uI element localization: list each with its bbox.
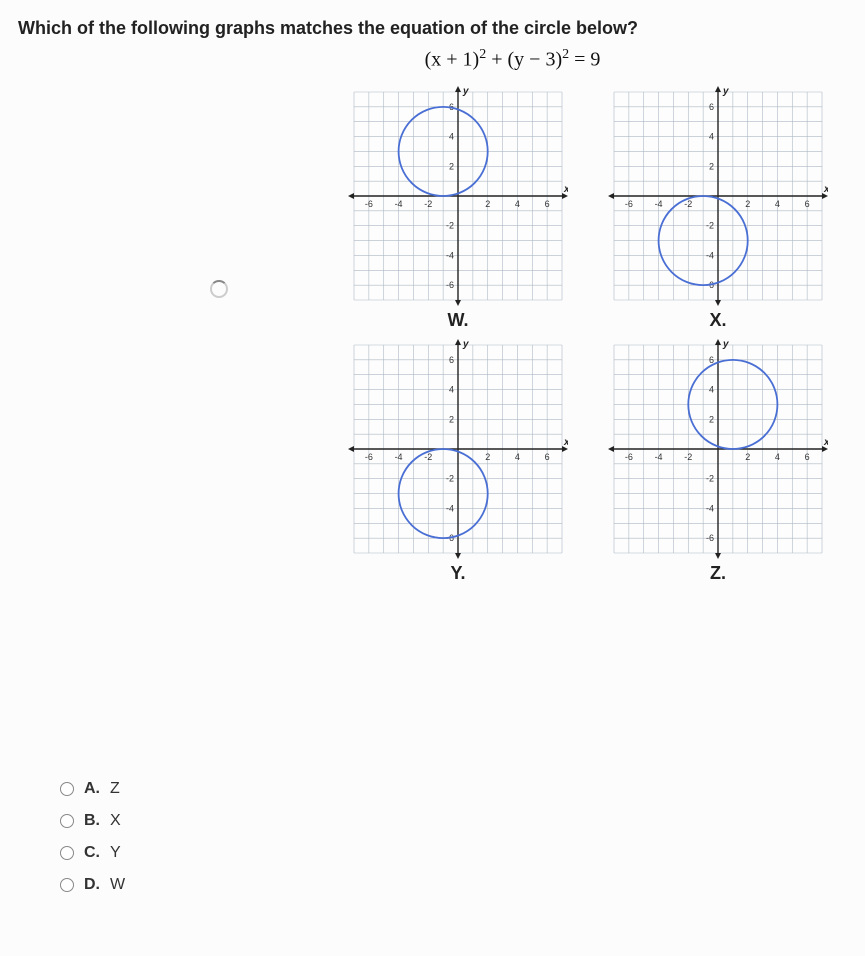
graph-X: -6-6-4-4-2-2224466xy X. — [598, 86, 838, 331]
option-value: Y — [110, 844, 121, 862]
radio-icon — [60, 878, 74, 892]
svg-text:-4: -4 — [446, 503, 454, 513]
svg-text:y: y — [462, 339, 469, 350]
svg-text:6: 6 — [545, 452, 550, 462]
option-value: X — [110, 812, 121, 830]
graph-W: -6-6-4-4-2-2224466xy W. — [338, 86, 578, 331]
svg-text:2: 2 — [709, 161, 714, 171]
svg-text:-4: -4 — [655, 199, 663, 209]
svg-text:6: 6 — [449, 355, 454, 365]
graphs-grid: -6 -6 -4 -4 -2 -2 2 2 4 4 6 6 x y W. -6 -6 -4 -4 -2 -2 2 2 4 4… — [338, 86, 838, 584]
svg-text:4: 4 — [515, 199, 520, 209]
eq-rhs: 9 — [590, 49, 600, 71]
svg-text:4: 4 — [515, 452, 520, 462]
svg-text:2: 2 — [485, 452, 490, 462]
graph-Z-svg: -6 -6 -4 -4 -2 -2 2 2 4 4 6 6 x y — [598, 339, 838, 559]
svg-text:2: 2 — [449, 414, 454, 424]
option-C[interactable]: C. Y — [60, 844, 125, 862]
eq-eq: = — [569, 49, 590, 71]
option-letter: A. — [84, 780, 110, 798]
svg-text:-4: -4 — [395, 199, 403, 209]
svg-text:-6: -6 — [706, 533, 714, 543]
option-A[interactable]: A. Z — [60, 780, 125, 798]
radio-icon — [60, 814, 74, 828]
svg-text:-6: -6 — [365, 199, 373, 209]
graph-Y: -6-6-4-4-2-2224466xy Y. — [338, 339, 578, 584]
answer-options: A. Z B. X C. Y D. W — [60, 780, 125, 908]
question-text: Which of the following graphs matches th… — [18, 18, 847, 39]
svg-text:-4: -4 — [706, 503, 714, 513]
svg-text:6: 6 — [545, 199, 550, 209]
eq-part-b: (y − 3) — [508, 49, 563, 71]
svg-text:x: x — [823, 184, 828, 195]
graph-W-label: W. — [338, 310, 578, 331]
svg-text:-2: -2 — [684, 452, 692, 462]
svg-text:x: x — [563, 184, 568, 195]
radio-icon — [60, 782, 74, 796]
option-letter: B. — [84, 812, 110, 830]
graph-Z-label: Z. — [598, 563, 838, 584]
graph-Z: -6 -6 -4 -4 -2 -2 2 2 4 4 6 6 x y Z. — [598, 339, 838, 584]
svg-text:-4: -4 — [446, 250, 454, 260]
svg-text:x: x — [563, 437, 568, 448]
svg-text:6: 6 — [805, 452, 810, 462]
graph-Y-label: Y. — [338, 563, 578, 584]
svg-text:4: 4 — [449, 131, 454, 141]
svg-text:4: 4 — [775, 452, 780, 462]
graph-Y-svg: -6-6-4-4-2-2224466xy — [338, 339, 578, 559]
svg-text:x: x — [823, 437, 828, 448]
svg-text:6: 6 — [709, 355, 714, 365]
svg-text:2: 2 — [745, 452, 750, 462]
equation: (x + 1)2 + (y − 3)2 = 9 — [178, 47, 847, 72]
svg-text:-2: -2 — [706, 473, 714, 483]
graph-X-svg: -6-6-4-4-2-2224466xy — [598, 86, 838, 306]
svg-text:y: y — [722, 339, 729, 350]
svg-text:y: y — [722, 86, 729, 97]
svg-text:4: 4 — [775, 199, 780, 209]
svg-text:-6: -6 — [446, 280, 454, 290]
graph-X-label: X. — [598, 310, 838, 331]
svg-text:6: 6 — [805, 199, 810, 209]
option-letter: C. — [84, 844, 110, 862]
svg-text:4: 4 — [709, 131, 714, 141]
option-value: W — [110, 876, 125, 894]
eq-part-a: (x + 1) — [425, 49, 480, 71]
svg-text:-4: -4 — [395, 452, 403, 462]
option-D[interactable]: D. W — [60, 876, 125, 894]
svg-text:4: 4 — [709, 384, 714, 394]
svg-text:-4: -4 — [655, 452, 663, 462]
eq-plus: + — [486, 49, 507, 71]
svg-text:-6: -6 — [625, 199, 633, 209]
option-letter: D. — [84, 876, 110, 894]
radio-icon — [60, 846, 74, 860]
graph-W-svg: -6-6-4-4-2-2224466xy — [338, 86, 578, 306]
loading-icon — [210, 280, 228, 298]
svg-text:2: 2 — [745, 199, 750, 209]
svg-text:-2: -2 — [706, 220, 714, 230]
svg-text:2: 2 — [485, 199, 490, 209]
svg-text:6: 6 — [709, 102, 714, 112]
svg-text:-4: -4 — [706, 250, 714, 260]
option-B[interactable]: B. X — [60, 812, 125, 830]
svg-text:4: 4 — [449, 384, 454, 394]
svg-text:-6: -6 — [365, 452, 373, 462]
svg-text:-6: -6 — [625, 452, 633, 462]
svg-text:2: 2 — [449, 161, 454, 171]
svg-text:2: 2 — [709, 414, 714, 424]
svg-text:-2: -2 — [424, 199, 432, 209]
svg-text:-2: -2 — [446, 220, 454, 230]
option-value: Z — [110, 780, 120, 798]
svg-text:y: y — [462, 86, 469, 97]
svg-text:-2: -2 — [446, 473, 454, 483]
